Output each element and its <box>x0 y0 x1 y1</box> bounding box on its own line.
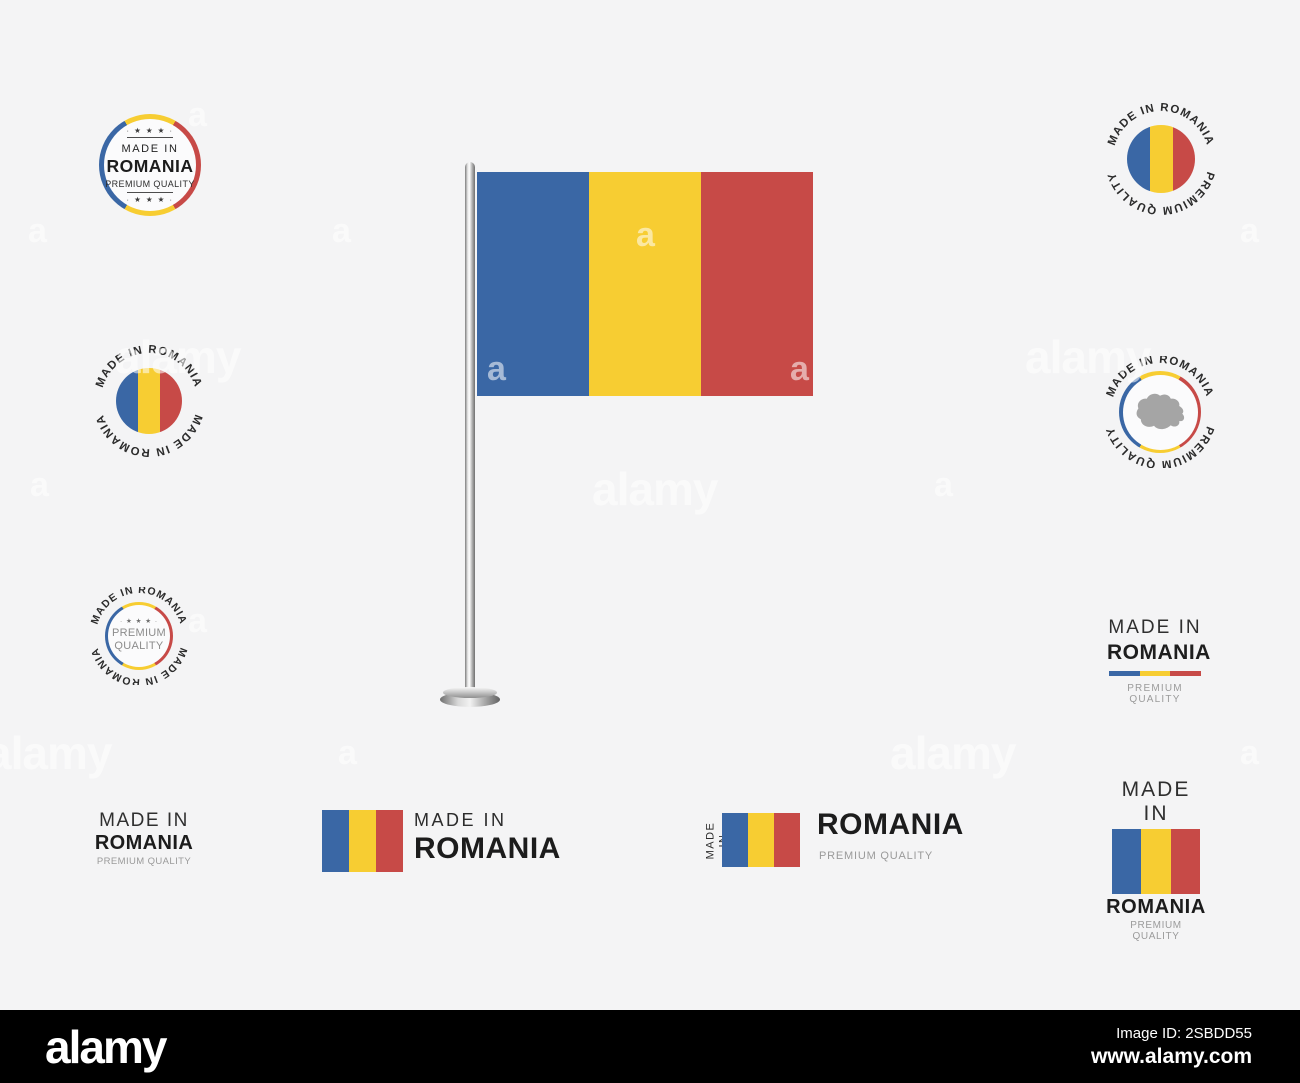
watermark-letter: a <box>30 466 49 504</box>
made-in-vertical-text: MADE IN <box>704 821 730 860</box>
image-id-text: Image ID: 2SBDD55 <box>1116 1024 1252 1042</box>
flag-stripe-yellow <box>589 172 701 396</box>
country-text: ROMANIA <box>1106 896 1206 918</box>
watermark-letter: a <box>1240 212 1259 250</box>
flag-stripe-red <box>1170 671 1202 676</box>
country-text: ROMANIA <box>106 155 194 176</box>
stars-row: · ★ ★ ★ · <box>119 617 159 625</box>
watermark-letter: a <box>1240 734 1259 772</box>
svg-text:MADE IN ROMANIA: MADE IN ROMANIA <box>90 587 188 626</box>
watermark-letter: a <box>332 212 351 250</box>
premium-quality-text: PREMIUM QUALITY <box>1127 683 1183 705</box>
flag-stripe-red <box>774 813 800 867</box>
premium-text-line2: QUALITY <box>114 640 164 653</box>
made-in-text: MADE IN <box>414 810 507 830</box>
label-made-in-flagline: MADE IN ROMANIA PREMIUM QUALITY <box>1107 617 1211 705</box>
made-in-text: MADE IN <box>121 142 179 155</box>
watermark-letter: a <box>28 212 47 250</box>
made-in-text: MADE IN <box>99 810 189 831</box>
arc-text-top: MADE IN ROMANIA <box>1105 356 1215 399</box>
separator-line <box>127 192 173 193</box>
country-text: ROMANIA <box>414 832 561 865</box>
flag-circle <box>116 368 182 434</box>
flag-pole-base-top <box>443 687 497 698</box>
stars-row-top: · ★ ★ ★ · <box>126 126 174 135</box>
romania-flag-rect <box>1112 829 1200 894</box>
arc-text-bottom: PREMIUM QUALITY <box>1104 425 1214 468</box>
flag-stripe-blue <box>1112 829 1142 894</box>
flag-stripe-line <box>1109 671 1202 676</box>
label-stacked-flag: MADE IN ROMANIA PREMIUM QUALITY <box>1106 778 1206 942</box>
svg-text:MADE IN ROMANIA: MADE IN ROMANIA <box>1105 356 1216 399</box>
romania-flag-rect <box>322 810 403 872</box>
flag-circle <box>1127 125 1195 193</box>
separator-line <box>127 137 173 138</box>
tricolor-ring <box>105 602 173 670</box>
made-in-text: MADE IN <box>1121 778 1191 825</box>
country-text: ROMANIA <box>94 831 194 854</box>
watermark-brand: alamy <box>0 727 112 779</box>
watermark-brand: alamy <box>592 463 718 515</box>
flag-stripe-yellow <box>1139 671 1171 676</box>
arc-text-bottom: MADE IN ROMANIA <box>90 646 188 685</box>
flag-stripe-blue <box>477 172 589 396</box>
alamy-logo: alamy <box>45 1020 167 1073</box>
flag-stripe-blue <box>722 813 748 867</box>
svg-text:MADE IN ROMANIA: MADE IN ROMANIA <box>90 646 188 685</box>
watermark-bottom-bar: alamy Image ID: 2SBDD55 www.alamy.com <box>0 1010 1300 1083</box>
flag-stripe-blue <box>1109 671 1140 676</box>
svg-text:PREMIUM QUALITY: PREMIUM QUALITY <box>1104 425 1215 468</box>
flag-stripe-red <box>376 810 403 872</box>
flag-stripe-red <box>701 172 813 396</box>
stars-row-bottom: · ★ ★ ★ · <box>126 194 174 204</box>
flag-stripe-yellow <box>349 810 376 872</box>
premium-quality-text: PREMIUM QUALITY <box>96 855 192 867</box>
romania-table-flag <box>477 172 813 396</box>
arc-text-top: MADE IN ROMANIA <box>90 587 188 626</box>
premium-quality-text: PREMIUM QUALITY <box>1130 920 1182 942</box>
watermark-letter: a <box>934 466 953 504</box>
watermark-brand: alamy <box>890 727 1016 779</box>
flag-stripe-yellow <box>1141 829 1171 894</box>
flag-stripe-yellow <box>748 813 774 867</box>
badge-flag-circle-right: MADE IN ROMANIA PREMIUM QUALITY <box>1105 102 1217 216</box>
romania-flag-rect <box>722 813 800 867</box>
tricolor-ring <box>99 114 201 216</box>
romania-map-silhouette <box>1136 393 1185 430</box>
premium-quality-text: PREMIUM QUALITY <box>105 178 195 189</box>
premium-quality-text: PREMIUM QUALITY <box>819 850 934 862</box>
badge-premium-circle: · ★ ★ ★ · PREMIUM QUALITY MADE IN ROMANI… <box>90 587 188 685</box>
watermark-letter: a <box>188 602 207 640</box>
badge-map-circle: MADE IN ROMANIA PREMIUM QUALITY <box>1104 356 1216 468</box>
badge-ring-stars: · ★ ★ ★ · MADE IN ROMANIA PREMIUM QUALIT… <box>99 114 201 216</box>
badge-flag-circle-left: MADE IN ROMANIA MADE IN ROMANIA <box>93 344 205 458</box>
flag-pole <box>465 162 475 694</box>
made-in-text: MADE IN <box>1108 617 1202 638</box>
watermark-letter: a <box>338 734 357 772</box>
country-text: ROMANIA <box>817 808 964 841</box>
flag-stripe-red <box>1170 829 1200 894</box>
label-text-only: MADE IN ROMANIA PREMIUM QUALITY <box>94 810 194 867</box>
flag-stripe-blue <box>322 810 349 872</box>
alamy-url-text: www.alamy.com <box>1090 1044 1252 1068</box>
premium-text-line1: PREMIUM <box>111 627 167 640</box>
country-text: ROMANIA <box>1107 641 1211 664</box>
